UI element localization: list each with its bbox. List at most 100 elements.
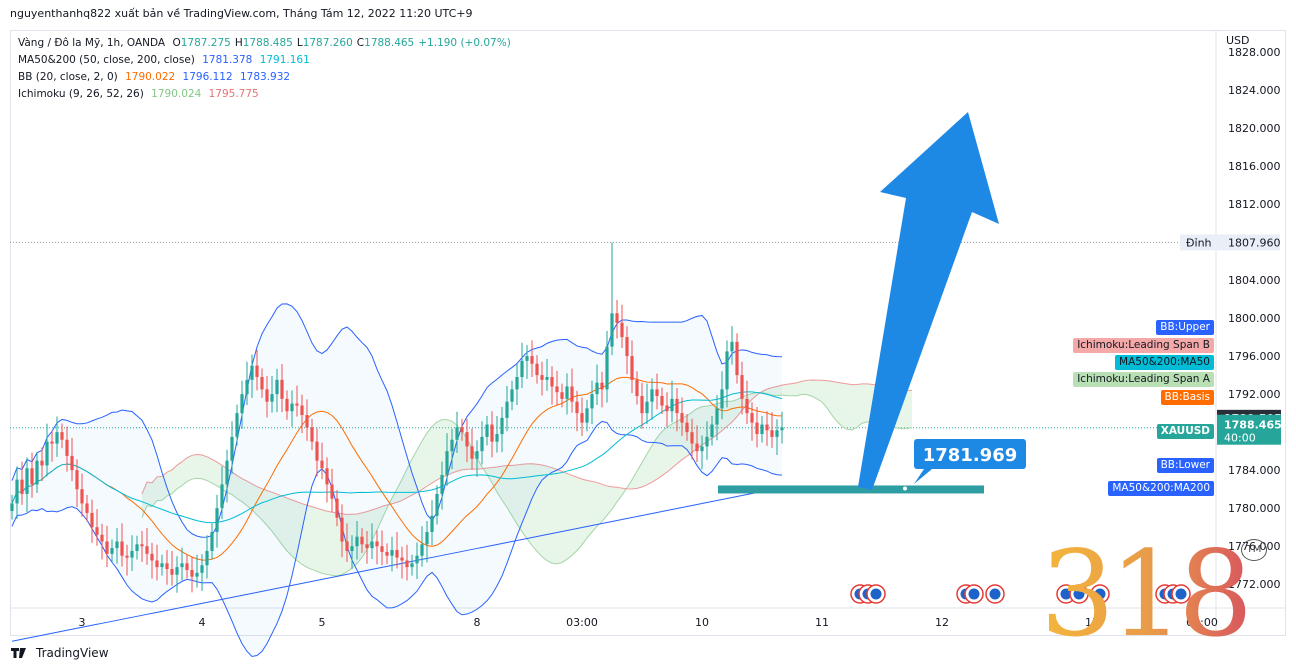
candle-body bbox=[115, 541, 119, 549]
candle-body bbox=[35, 460, 39, 485]
y-tick-label: 1820.000 bbox=[1228, 122, 1281, 135]
economic-event-icon bbox=[964, 584, 984, 604]
candle bbox=[60, 423, 64, 449]
y-tick-label: 1772.000 bbox=[1228, 578, 1281, 591]
current-price-bg bbox=[1217, 414, 1281, 445]
candle-body bbox=[335, 498, 339, 518]
footer[interactable]: TradingView bbox=[10, 646, 109, 660]
candle-body bbox=[775, 430, 779, 437]
candle-body bbox=[100, 534, 104, 542]
candle-body bbox=[40, 460, 44, 466]
candle bbox=[20, 461, 24, 505]
candle bbox=[555, 370, 559, 406]
candle-body bbox=[145, 546, 149, 554]
candle-body bbox=[635, 379, 639, 397]
candle-body bbox=[425, 531, 429, 545]
candle bbox=[540, 361, 544, 396]
candle-body bbox=[465, 432, 469, 447]
candle-body bbox=[445, 451, 449, 475]
candle bbox=[505, 386, 509, 432]
candle bbox=[310, 418, 314, 451]
up-arrow bbox=[858, 112, 999, 490]
candle-body bbox=[495, 434, 499, 442]
candle-body bbox=[715, 408, 719, 425]
brand-logo-318: 318 bbox=[1040, 525, 1253, 663]
candle-body bbox=[595, 382, 599, 395]
candle-body bbox=[545, 377, 549, 380]
candle-body bbox=[260, 377, 264, 390]
candle bbox=[320, 442, 324, 480]
economic-event-icon bbox=[1069, 584, 1089, 604]
candle-body bbox=[515, 377, 519, 390]
candle bbox=[455, 411, 459, 454]
candle-body bbox=[525, 356, 529, 361]
candle bbox=[205, 535, 209, 579]
candle-body bbox=[505, 401, 509, 418]
candle-body bbox=[255, 365, 259, 378]
candle bbox=[620, 304, 624, 349]
candle bbox=[685, 414, 689, 441]
candle-body bbox=[110, 548, 114, 554]
candle-body bbox=[230, 436, 234, 461]
candle bbox=[305, 399, 309, 441]
candle bbox=[615, 300, 619, 339]
candle bbox=[530, 340, 534, 378]
legend-symbol[interactable]: Vàng / Đô la Mỹ, 1h, OANDA bbox=[18, 37, 166, 49]
legend-high: 1788.485 bbox=[242, 37, 293, 49]
candle-body bbox=[395, 550, 399, 558]
candle bbox=[595, 364, 599, 406]
x-tick-label: 03:00 bbox=[566, 616, 598, 629]
high-marker-label: Đỉnh bbox=[1186, 236, 1212, 249]
legend-ichimoku-row[interactable]: Ichimoku (9, 26, 52, 26) 1790.024 1795.7… bbox=[18, 86, 519, 103]
candle-body bbox=[385, 551, 389, 556]
candle-body bbox=[270, 394, 274, 402]
candle-body bbox=[135, 544, 139, 551]
y-tick-label: 1816.000 bbox=[1228, 160, 1281, 173]
candle-body bbox=[160, 563, 164, 568]
bb-basis-line bbox=[11, 376, 783, 561]
candle bbox=[480, 421, 484, 465]
x-tick-label: 3 bbox=[79, 616, 86, 629]
candle bbox=[665, 392, 669, 427]
candle-body bbox=[500, 417, 504, 435]
candle bbox=[80, 473, 84, 517]
candle-body bbox=[295, 403, 299, 406]
legend-ma-row[interactable]: MA50&200 (50, close, 200, close) 1781.37… bbox=[18, 52, 519, 69]
candle-body bbox=[660, 396, 664, 406]
legend-bb-row[interactable]: BB (20, close, 2, 0) 1790.022 1796.112 1… bbox=[18, 69, 519, 86]
candle-body bbox=[380, 546, 384, 552]
high-marker-bg bbox=[1180, 234, 1280, 251]
candle bbox=[125, 544, 129, 576]
candle-body bbox=[245, 379, 249, 395]
candle-body bbox=[220, 484, 224, 509]
candle-body bbox=[175, 567, 179, 575]
candle bbox=[335, 490, 339, 527]
candle-body bbox=[105, 541, 109, 554]
chart-frame[interactable] bbox=[10, 30, 1286, 636]
candle-body bbox=[530, 356, 534, 364]
candle bbox=[450, 428, 454, 470]
indicator-tag: BB:Upper bbox=[1156, 320, 1214, 335]
candle bbox=[425, 521, 429, 563]
candle bbox=[445, 433, 449, 486]
symbol-tag: XAUUSD bbox=[1156, 424, 1214, 439]
candle bbox=[525, 345, 529, 379]
ma50-line bbox=[11, 391, 783, 524]
candle-body bbox=[630, 356, 634, 380]
candle-body bbox=[195, 572, 199, 577]
candle bbox=[760, 415, 764, 443]
trademark-badge: TM bbox=[1241, 539, 1267, 561]
candle-body bbox=[650, 389, 654, 402]
candle-body bbox=[310, 427, 314, 442]
candle-body bbox=[705, 436, 709, 447]
candle bbox=[75, 459, 79, 508]
candle-body bbox=[770, 430, 774, 437]
candle bbox=[750, 402, 754, 441]
candle bbox=[770, 412, 774, 448]
candle-body bbox=[305, 415, 309, 428]
y-tick-label: 1784.000 bbox=[1228, 464, 1281, 477]
candle-body bbox=[570, 386, 574, 402]
candle-body bbox=[710, 424, 714, 437]
y-tick-label: 1824.000 bbox=[1228, 84, 1281, 97]
